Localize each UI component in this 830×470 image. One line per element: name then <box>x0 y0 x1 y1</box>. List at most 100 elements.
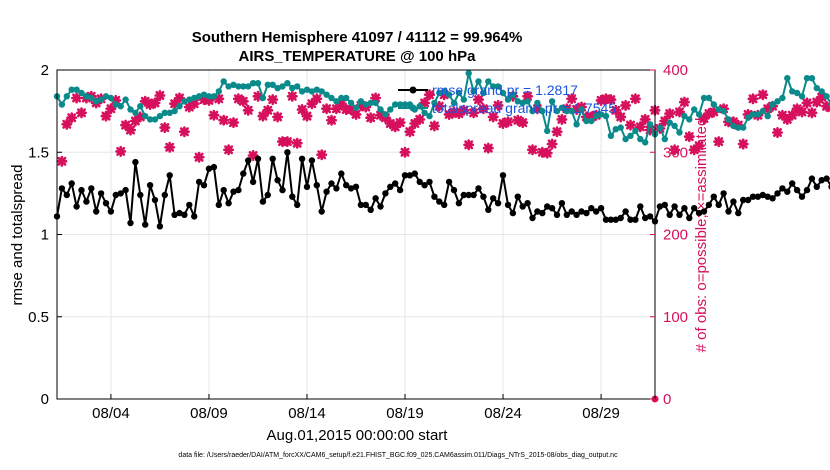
obs-assimilated-marker <box>301 110 313 122</box>
totalspread-point <box>166 109 173 117</box>
obs-assimilated-marker <box>120 119 132 131</box>
totalspread-point <box>245 83 252 90</box>
rmse-point <box>93 208 100 215</box>
totalspread-point <box>372 99 379 107</box>
totalspread-point <box>553 107 561 115</box>
x-tick-label: 08/14 <box>288 405 326 422</box>
totalspread-point <box>441 88 448 95</box>
totalspread-point <box>68 86 75 93</box>
rmse-point <box>622 208 629 215</box>
rmse-point <box>666 211 673 218</box>
obs-assimilated-marker <box>742 108 754 120</box>
rmse-point <box>632 216 639 223</box>
totalspread-point <box>352 104 360 112</box>
rmse-point <box>333 185 340 192</box>
obs-assimilated-marker <box>252 90 264 102</box>
totalspread-point <box>514 98 521 105</box>
obs-assimilated-marker <box>620 99 632 111</box>
obs-assimilated-marker <box>664 108 676 120</box>
x-tick-label: 08/29 <box>582 405 620 422</box>
obs-assimilated-marker <box>806 107 818 119</box>
obs-assimilated-marker <box>448 106 460 118</box>
rmse-point <box>578 208 585 215</box>
rmse-point <box>808 175 816 182</box>
rmse-point <box>455 200 463 207</box>
obs-assimilated-marker <box>183 101 195 113</box>
obs-assimilated-marker <box>237 95 249 107</box>
totalspread-point <box>749 111 757 118</box>
obs-assimilated-marker <box>389 121 401 133</box>
totalspread-point <box>63 93 70 100</box>
totalspread-point <box>798 93 806 100</box>
totalspread-point <box>695 111 703 118</box>
totalspread-point <box>735 124 742 131</box>
obs-assimilated-marker <box>404 126 416 138</box>
rmse-point <box>617 214 624 222</box>
totalspread-point <box>524 98 531 105</box>
obs-assimilated-marker <box>223 144 235 156</box>
rmse-point <box>225 200 232 207</box>
legend-totalspread-label: totalspread grand pr = 1.7545 <box>432 100 616 116</box>
totalspread-point <box>191 94 198 102</box>
obs-assimilated-marker <box>522 90 534 102</box>
rmse-point <box>401 172 409 179</box>
rmse-point <box>117 190 124 197</box>
obs-assimilated-marker <box>683 131 695 143</box>
rmse-point <box>730 198 737 205</box>
obs-assimilated-marker <box>134 111 146 123</box>
totalspread-point <box>122 96 129 103</box>
obs-assimilated-marker <box>286 90 298 102</box>
rmse-point <box>818 177 825 184</box>
rmse-point <box>313 182 320 189</box>
obs-assimilated-marker <box>159 122 171 134</box>
obs-assimilated-marker <box>178 126 190 138</box>
obs-assimilated-marker <box>365 112 377 124</box>
y-tick-label-right: 400 <box>663 62 688 79</box>
totalspread-point <box>455 89 463 97</box>
totalspread-point <box>328 94 335 102</box>
obs-assimilated-marker <box>473 94 484 106</box>
obs-assimilated-marker <box>129 115 141 127</box>
totalspread-point <box>396 101 404 108</box>
obs-assimilated-marker <box>693 140 705 152</box>
rmse-point <box>544 203 551 210</box>
rmse-point <box>259 198 267 205</box>
rmse-point <box>176 209 183 217</box>
rmse-point <box>539 209 546 217</box>
obs-assimilated-marker <box>502 116 514 128</box>
totalspread-point <box>627 132 634 139</box>
totalspread-point <box>691 106 698 113</box>
rmse-point <box>328 180 335 187</box>
obs-assimilated-marker <box>149 97 161 109</box>
obs-assimilated-marker <box>629 93 641 105</box>
totalspread-point <box>494 83 502 90</box>
obs-assimilated-marker <box>610 104 622 116</box>
obs-assimilated-marker <box>531 103 543 115</box>
totalspread-point <box>793 89 801 97</box>
rmse-point <box>88 185 95 192</box>
obs-assimilated-marker <box>174 92 185 104</box>
rmse-point <box>485 206 492 213</box>
obs-assimilated-marker <box>786 109 798 121</box>
obs-assimilated-marker <box>208 109 220 121</box>
rmse-point <box>357 201 365 209</box>
totalspread-point <box>240 83 247 90</box>
rmse-point <box>406 172 414 179</box>
obs-assimilated-marker <box>781 113 793 125</box>
totalspread-point <box>83 93 90 100</box>
legend-rmse-marker <box>409 86 417 94</box>
totalspread-point <box>284 80 291 87</box>
rmse-point <box>524 200 531 207</box>
totalspread-point <box>195 93 203 100</box>
rmse-point <box>220 186 227 194</box>
rmse-point <box>691 205 698 212</box>
totalspread-point <box>764 112 771 120</box>
x-tick-label: 08/19 <box>386 405 424 422</box>
rmse-point <box>112 191 120 199</box>
rmse-point <box>421 182 428 189</box>
obs-assimilated-marker <box>193 151 205 163</box>
obs-assimilated-marker <box>791 103 803 115</box>
totalspread-point <box>362 101 369 108</box>
rmse-point <box>343 182 350 189</box>
legend-totalspread-marker <box>409 104 417 112</box>
